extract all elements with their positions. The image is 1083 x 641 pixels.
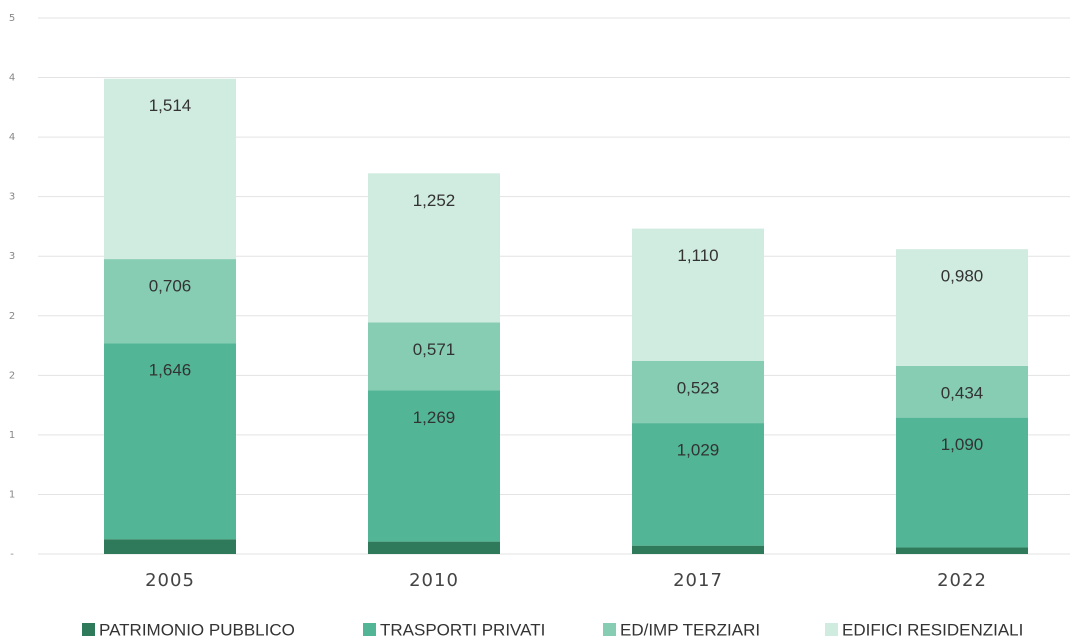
bar-segment xyxy=(368,541,500,554)
y-tick-label: 1 xyxy=(9,489,15,500)
bar-segment xyxy=(632,360,764,424)
x-tick-label: 2022 xyxy=(937,570,987,591)
bar-segment xyxy=(104,78,236,260)
bar-segment xyxy=(368,390,500,542)
x-tick-label: 2005 xyxy=(145,570,195,591)
legend-swatch xyxy=(603,623,616,636)
legend-label: EDIFICI RESIDENZIALI xyxy=(842,620,1023,639)
y-tick-label: 1 xyxy=(9,430,15,441)
bar-segment xyxy=(368,322,500,391)
data-label: 1,646 xyxy=(149,361,192,380)
bar-segment xyxy=(632,545,764,554)
data-label: 0,980 xyxy=(941,267,984,286)
bar-segment xyxy=(896,547,1028,554)
data-label: 0,571 xyxy=(413,340,456,359)
legend-swatch xyxy=(825,623,838,636)
y-tick-label: - xyxy=(10,549,14,560)
bar-segment xyxy=(104,539,236,554)
legend-swatch xyxy=(82,623,95,636)
x-tick-label: 2017 xyxy=(673,570,723,591)
bar-segment xyxy=(632,228,764,361)
legend-swatch xyxy=(363,623,376,636)
y-tick-label: 4 xyxy=(9,132,15,143)
data-label: 1,269 xyxy=(413,408,456,427)
data-label: 0,434 xyxy=(941,383,984,402)
data-label: 1,252 xyxy=(413,191,456,210)
y-tick-label: 2 xyxy=(9,311,15,322)
y-tick-label: 3 xyxy=(9,251,15,262)
bar-segment xyxy=(368,173,500,323)
bar-segment xyxy=(896,249,1028,366)
y-tick-label: 2 xyxy=(9,370,15,381)
data-label: 0,523 xyxy=(677,378,720,397)
data-label: 1,514 xyxy=(149,96,192,115)
y-tick-label: 3 xyxy=(9,192,15,203)
x-tick-label: 2010 xyxy=(409,570,459,591)
legend-label: TRASPORTI PRIVATI xyxy=(380,620,545,639)
bar-segment xyxy=(104,259,236,344)
legend-label: ED/IMP TERZIARI xyxy=(620,620,760,639)
bar-segment xyxy=(896,365,1028,418)
data-label: 1,029 xyxy=(677,441,720,460)
data-label: 1,090 xyxy=(941,435,984,454)
bar-segment xyxy=(896,417,1028,548)
legend-label: PATRIMONIO PUBBLICO xyxy=(99,620,295,639)
bar-segment xyxy=(632,423,764,546)
data-label: 0,706 xyxy=(149,277,192,296)
data-label: 1,110 xyxy=(677,246,718,265)
bar-segment xyxy=(104,343,236,540)
y-tick-label: 5 xyxy=(9,13,15,24)
y-tick-label: 4 xyxy=(9,73,15,84)
